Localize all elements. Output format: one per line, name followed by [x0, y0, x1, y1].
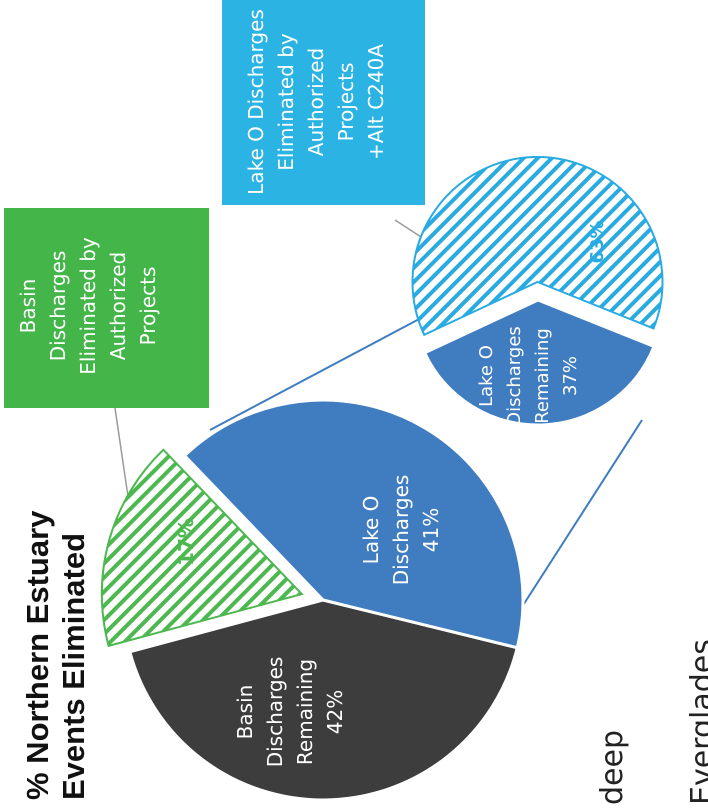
pie-slice-lake-o-remaining	[422, 298, 657, 427]
pie-chart-main	[100, 398, 525, 802]
pie-chart-lake-o-breakdown	[411, 156, 664, 427]
green-callout-leader	[114, 407, 131, 511]
pie-slice-basin-eliminated	[100, 448, 304, 648]
callout-lake-o-eliminated	[222, 0, 425, 205]
pie-slice-lake-o-eliminated	[411, 156, 664, 337]
pie-slice-basin-remaining	[127, 598, 520, 802]
callout-basin-eliminated	[4, 208, 209, 408]
pie-slice-lake-o-discharges	[182, 398, 525, 650]
connector-line-upper	[209, 307, 441, 431]
connector-line-lower	[519, 419, 643, 611]
